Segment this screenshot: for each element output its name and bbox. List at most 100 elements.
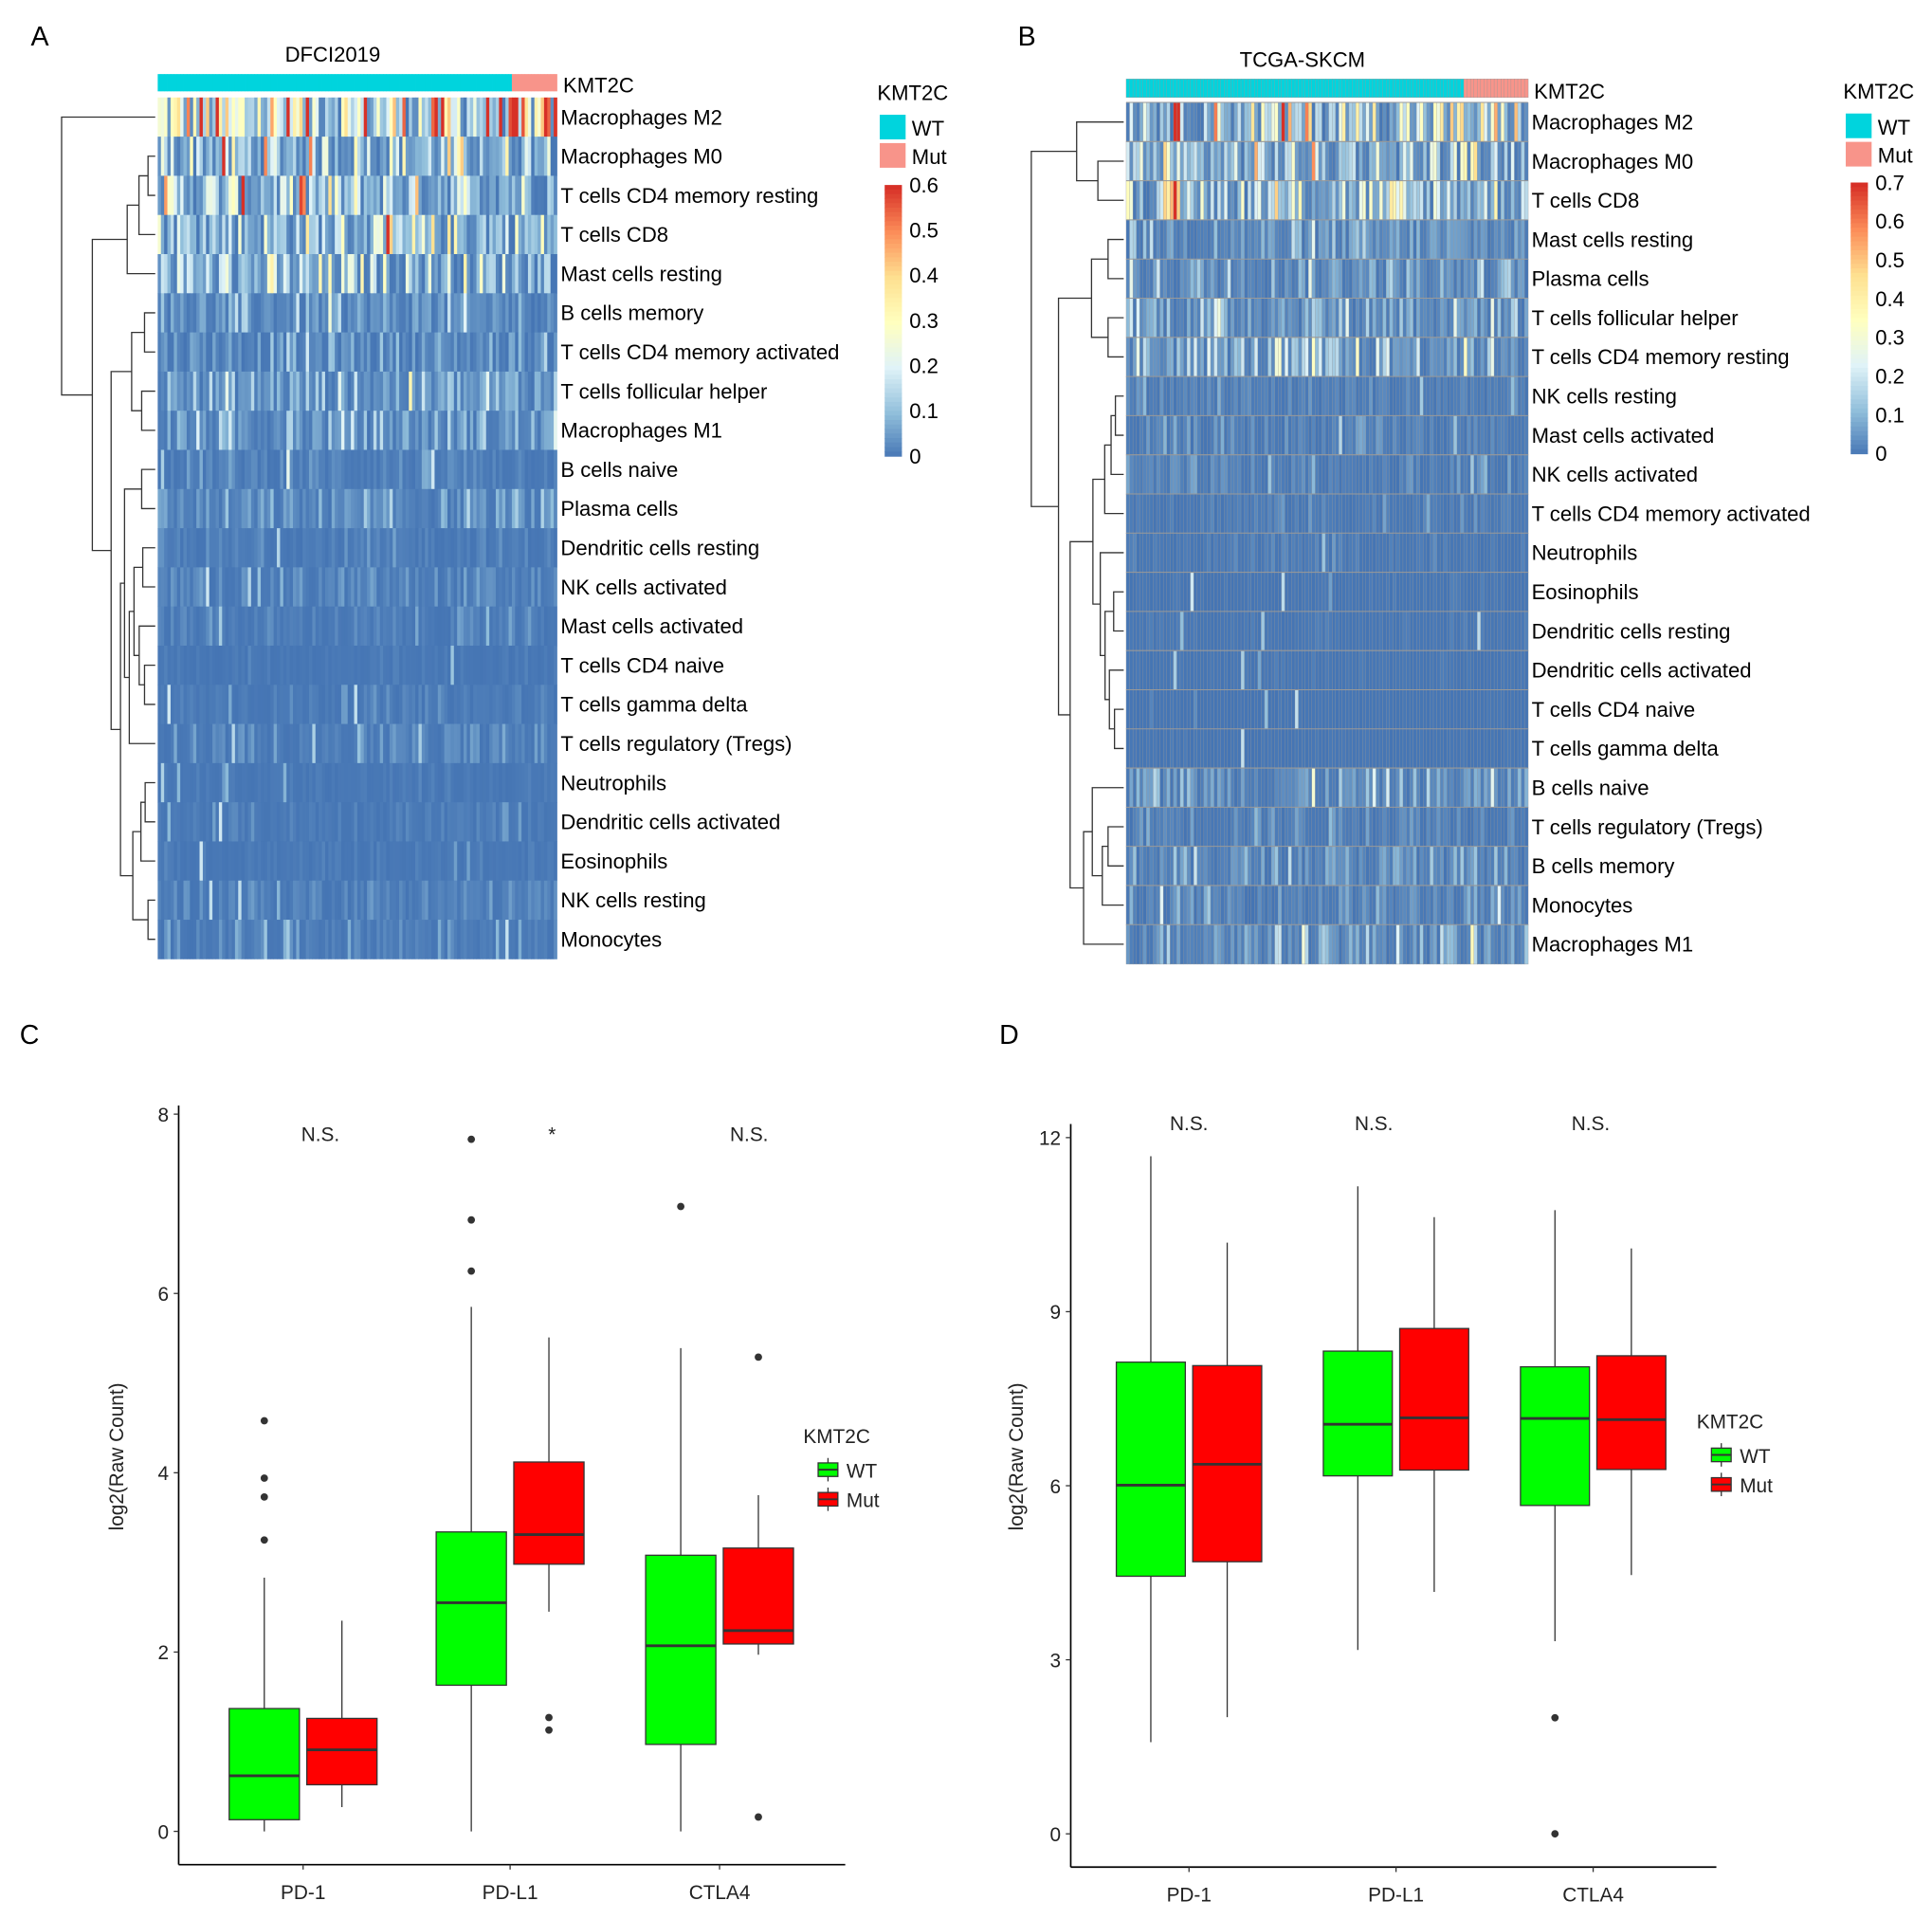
heatmap-cell <box>1328 572 1333 612</box>
heatmap-cell <box>1497 454 1502 495</box>
heatmap-cell <box>421 411 426 450</box>
heatmap-cell <box>379 528 384 568</box>
heatmap-cell <box>437 254 442 294</box>
heatmap-cell <box>347 920 352 960</box>
heatmap-cell <box>160 920 165 960</box>
heatmap-cell <box>176 488 181 529</box>
heatmap-cell <box>499 685 503 724</box>
heatmap-cell <box>447 841 451 882</box>
heatmap-cell <box>356 488 361 529</box>
heatmap-cell <box>1213 180 1218 221</box>
heatmap-cell <box>1274 493 1279 534</box>
heatmap-cell <box>1244 493 1249 534</box>
heatmap-cell <box>328 254 333 294</box>
heatmap-cell <box>1224 650 1229 691</box>
heatmap-cell <box>1467 650 1471 691</box>
heatmap-cell <box>280 449 284 490</box>
heatmap-cell <box>457 685 461 724</box>
heatmap-cell <box>280 175 284 216</box>
heatmap-cell <box>164 920 168 960</box>
heatmap-cell <box>434 920 439 960</box>
heatmap-cell <box>351 293 355 333</box>
heatmap-cell <box>437 411 442 450</box>
heatmap-cell <box>1261 611 1266 651</box>
heatmap-cell <box>447 293 451 333</box>
heatmap-cell <box>302 254 306 294</box>
heatmap-cell <box>1304 259 1309 300</box>
heatmap-cell <box>183 332 188 373</box>
heatmap-cell <box>547 254 552 294</box>
heatmap-cell <box>157 254 162 294</box>
heatmap-cell <box>515 762 519 803</box>
heatmap-cell <box>499 254 503 294</box>
heatmap-cell <box>466 567 471 608</box>
heatmap-cell <box>1521 298 1525 338</box>
heatmap-cell <box>386 841 391 882</box>
heatmap-cell <box>389 332 393 373</box>
heatmap-cell <box>1156 259 1161 300</box>
heatmap-cell <box>554 449 557 490</box>
heatmap-cell <box>1298 533 1303 574</box>
heatmap-cell <box>1382 180 1387 221</box>
heatmap-cell <box>209 137 213 176</box>
heatmap-cell <box>299 802 303 842</box>
heatmap-cell <box>305 841 310 882</box>
heatmap-cell <box>324 488 329 529</box>
heatmap-cell <box>1393 572 1397 612</box>
heatmap-cell <box>1352 337 1357 377</box>
heatmap-cell <box>176 528 181 568</box>
heatmap-cell <box>473 528 477 568</box>
heatmap-cell <box>340 567 345 608</box>
heatmap-cell <box>1227 650 1231 691</box>
heatmap-cell <box>1301 415 1306 456</box>
colorbar-tick-label: 0 <box>909 445 920 468</box>
heatmap-cell <box>328 606 333 647</box>
heatmap-cell <box>495 214 500 255</box>
heatmap-cell <box>1501 259 1505 300</box>
dendrogram-branch <box>144 781 155 823</box>
annotation-cell-wt <box>434 74 439 92</box>
heatmap-cell <box>483 645 487 685</box>
heatmap-cell <box>483 762 487 803</box>
heatmap-cell <box>1179 533 1185 574</box>
heatmap-cell <box>1216 298 1222 338</box>
heatmap-cell <box>434 606 439 647</box>
heatmap-cell <box>331 723 336 764</box>
heatmap-cell <box>499 762 503 803</box>
annotation-cell-wt <box>495 74 500 92</box>
heatmap-cell <box>312 293 317 333</box>
heatmap-cell <box>225 175 229 216</box>
heatmap-cell <box>473 920 477 960</box>
heatmap-cell <box>441 97 446 137</box>
heatmap-cell <box>402 411 407 450</box>
heatmap-cell <box>1233 454 1239 495</box>
heatmap-cell <box>383 137 387 176</box>
heatmap-cell <box>196 802 200 842</box>
heatmap-cell <box>245 214 248 255</box>
heatmap-cell <box>319 97 322 137</box>
annotation-cell-wt <box>437 74 442 92</box>
heatmap-cell <box>180 685 184 724</box>
heatmap-cell <box>515 371 519 411</box>
heatmap-cell <box>1409 259 1414 300</box>
heatmap-cell <box>266 175 271 216</box>
heatmap-cell <box>463 606 467 647</box>
heatmap-cell <box>273 606 278 647</box>
heatmap-cell <box>1278 101 1283 142</box>
heatmap-cell <box>324 762 329 803</box>
heatmap-cell <box>411 606 416 647</box>
heatmap-cell <box>431 606 435 647</box>
heatmap-cell <box>1497 650 1502 691</box>
heatmap-cell <box>1449 259 1454 300</box>
heatmap-cell <box>437 920 442 960</box>
heatmap-cell <box>215 293 220 333</box>
annotation-cell-mut <box>524 74 529 92</box>
heatmap-cell <box>312 332 317 373</box>
heatmap-cell <box>321 137 326 176</box>
heatmap-cell <box>1308 180 1313 221</box>
heatmap-cell <box>1153 454 1157 495</box>
heatmap-cell <box>315 645 319 685</box>
heatmap-cell <box>1430 259 1434 300</box>
heatmap-cell <box>402 175 407 216</box>
heatmap-cell <box>1402 533 1408 574</box>
